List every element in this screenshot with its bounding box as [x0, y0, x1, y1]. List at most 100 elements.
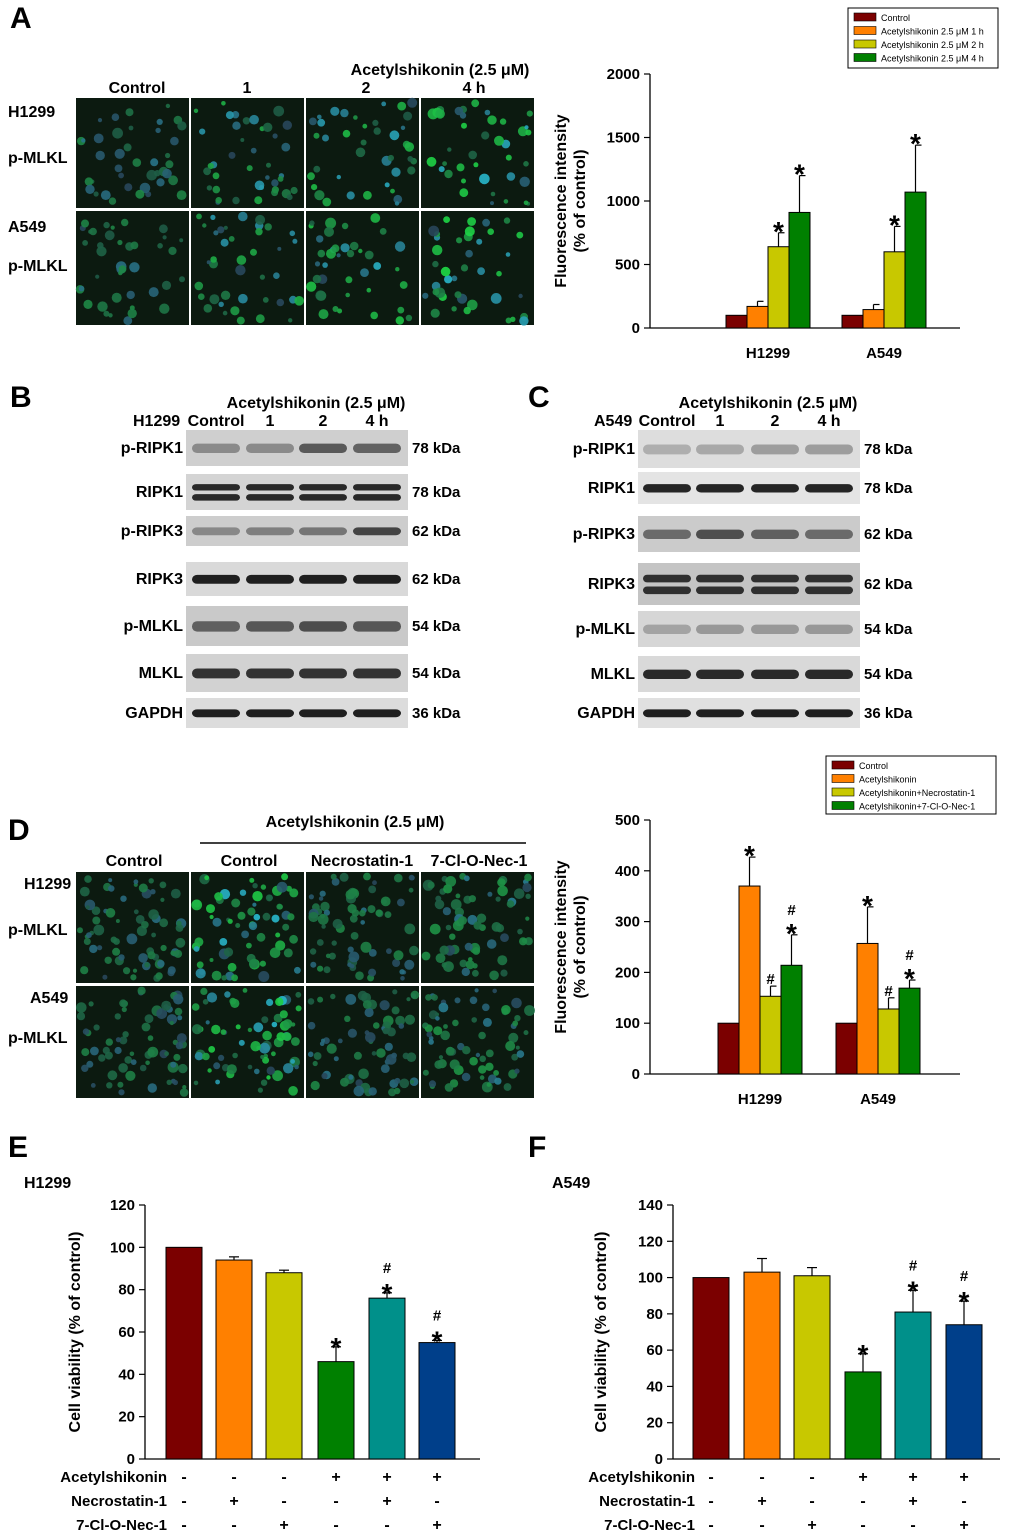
- chart-E-treatment-sign: -: [333, 1517, 338, 1534]
- micrograph-a-r0-c0-cell: [118, 172, 124, 179]
- panel_b-blot-label-2: p-RIPK3: [121, 523, 183, 540]
- micrograph-d-r1-c3-cell: [479, 1075, 485, 1080]
- panel_b-band-0-3: [353, 443, 401, 454]
- micrograph-d-r1-c1-cell: [260, 1055, 265, 1059]
- micrograph-d-r0-c2-cell: [360, 941, 372, 953]
- micrograph-d-r0-c2-cell: [408, 874, 415, 881]
- micrograph-d-r0-c2-cell: [348, 951, 360, 963]
- micrograph-a-r0-c0-cell: [168, 175, 179, 186]
- micrograph-d-r1-c3-cell: [440, 1030, 451, 1041]
- micrograph-d-r1-c3-cell: [492, 988, 498, 994]
- micrograph-a-r1-c3-cell: [510, 316, 516, 322]
- micrograph-d-r1-c3-cell: [503, 1083, 512, 1091]
- panel-d-chart: 0 100 200 300 400 500 Fluorescence intensity (%…: [553, 755, 997, 1108]
- micrograph-d-r0-c1-cell: [221, 975, 227, 981]
- micrograph-d-r0-c1-cell: [235, 923, 241, 928]
- micrograph-a-r1-c3-cell: [432, 244, 443, 256]
- micrograph-d-r0-c1-cell: [206, 904, 215, 914]
- micrograph-d-r0-c0-cell: [167, 966, 176, 975]
- micrograph-a-r1-c3-cell: [422, 292, 429, 299]
- micrograph-d-r1-c1-cell: [279, 1010, 288, 1019]
- micrograph-a-r0-c2-cell: [336, 174, 341, 180]
- panel_b-blot-ripk1: RIPK1 78 kDa: [136, 474, 461, 510]
- micrograph-d-r0-c1-cell: [227, 962, 237, 972]
- micrograph-a-r1-c1-cell: [222, 310, 228, 316]
- micrograph-d-r1-c0-cell: [76, 1012, 86, 1021]
- micrograph-d-r0-c0: [76, 872, 189, 983]
- micrograph-a-r1-c1-cell: [238, 293, 248, 304]
- micrograph-a-r1-c3-cell: [487, 228, 495, 235]
- micrograph-d-r1-c0-cell: [156, 1008, 168, 1019]
- panel_b-band-2-1: [246, 527, 294, 536]
- micrograph-a-r0-c3-cell: [526, 110, 533, 117]
- micrograph-a-r0-c3-cell: [506, 172, 516, 181]
- micrograph-d-r0-c1-cell: [193, 946, 200, 952]
- chart-F-treatment-sign: -: [759, 1469, 764, 1486]
- micrograph-d-r1-c1-cell: [266, 1066, 275, 1075]
- micrograph-a-r1-c0: [75, 211, 189, 326]
- panel_b-blot-kda-1: 78 kDa: [412, 484, 461, 501]
- micrograph-a-r0-c1-cell: [228, 151, 236, 159]
- micrograph-d-r1-c2-cell: [364, 1007, 374, 1018]
- chart-F-ytick-label: 80: [646, 1306, 663, 1323]
- panel_c-band-4-0: [643, 624, 691, 635]
- micrograph-a-r1-c1-cell: [230, 306, 240, 316]
- micrograph-d-r0-c1-cell: [252, 891, 263, 902]
- micrograph-d-r1-c0-cell: [90, 1083, 96, 1088]
- micrograph-d-r1-c2-cell: [404, 1014, 415, 1025]
- micrograph-a-r0-c0-cell: [135, 189, 145, 199]
- panel_c-band-6-2: [751, 709, 799, 718]
- panel_c-band-0-0: [643, 444, 691, 455]
- micrograph-a-r1-c1-cell: [236, 255, 247, 265]
- panel_c-blot-label-2: p-RIPK3: [573, 526, 635, 543]
- micrograph-d-r1-c3-cell: [422, 1069, 429, 1076]
- micrograph-d-r0-c0-cell: [123, 967, 131, 975]
- panel_c-lane-label-0: Control: [639, 413, 696, 430]
- micrograph-d-r0-c3-cell: [439, 945, 449, 955]
- chart-D-legend-entry: Acetylshikonin+Necrostatin-1: [859, 788, 975, 798]
- chart-E-sig-star: *: [382, 1278, 393, 1309]
- chart-A-sig-star: *: [773, 216, 784, 247]
- panel_c-blot-kda-1: 78 kDa: [864, 480, 913, 497]
- chart-F-treatment-label: 7-Cl-O-Nec-1: [604, 1517, 695, 1534]
- panel_c-band-1-2: [751, 484, 799, 493]
- micrograph-a-r0-c0-cell: [112, 127, 123, 139]
- micrograph-d-r1-c1-cell: [291, 1022, 296, 1027]
- panel_b-band-4-3: [353, 621, 401, 632]
- micrograph-d-r0-c3-cell: [458, 916, 467, 925]
- micrograph-a-r0-c0-cell: [124, 183, 133, 192]
- panel_b-band-1-3-lower: [353, 494, 401, 501]
- micrograph-a-r0-c0-cell: [128, 125, 134, 131]
- panel_b-band-3-1: [246, 574, 294, 584]
- micrograph-a-r0-c0-cell: [84, 177, 94, 186]
- micrograph-d-r1-c1-cell: [275, 997, 284, 1006]
- micrograph-d-r1-c2-cell: [406, 997, 411, 1002]
- micrograph-d-r1-c2-cell: [379, 1000, 390, 1011]
- micrograph-a-r1-c2-cell: [345, 292, 351, 298]
- micrograph-a-r1-c3-cell: [476, 238, 483, 245]
- micrograph-d-r1-c1-cell: [282, 1032, 292, 1042]
- micrograph-d-r1-c3-cell: [469, 996, 478, 1005]
- micrograph-a-r0-c3-cell: [426, 156, 437, 167]
- micrograph-d-r1-c2-cell: [312, 1060, 318, 1067]
- micrograph-a-r0-c2-cell: [403, 111, 413, 121]
- micrograph-d-r0-c0-cell: [120, 895, 127, 902]
- chart-E-ytick-label: 100: [110, 1239, 135, 1256]
- panel_c-band-2-0: [643, 529, 691, 540]
- chart-F-bar: [945, 1324, 983, 1460]
- micrograph-d-r0-c3-cell: [524, 873, 532, 882]
- panel_b-band-5-1: [246, 668, 294, 679]
- micrograph-d-r0-c0-cell: [79, 886, 90, 897]
- micrograph-d-r0-c1-cell: [258, 971, 270, 982]
- micrograph-a-r1-c3-cell: [465, 249, 473, 258]
- micrograph-d-r1-c2-cell: [368, 1087, 377, 1096]
- micrograph-d-r1-c2: [306, 986, 420, 1098]
- micrograph-d-r1-c3-cell: [424, 1024, 433, 1033]
- micrograph-d-r1-c0-cell: [105, 1038, 114, 1046]
- micrograph-d-r0-c2-cell: [308, 894, 314, 900]
- micrograph-d-r1-c1-cell: [207, 1068, 212, 1073]
- chart-D-bar: [898, 987, 921, 1075]
- micrograph-d-r0-c0-cell: [159, 881, 167, 889]
- micrograph-d-r1-c1-cell: [206, 992, 218, 1003]
- chart-F-ytick-label: 120: [638, 1233, 663, 1250]
